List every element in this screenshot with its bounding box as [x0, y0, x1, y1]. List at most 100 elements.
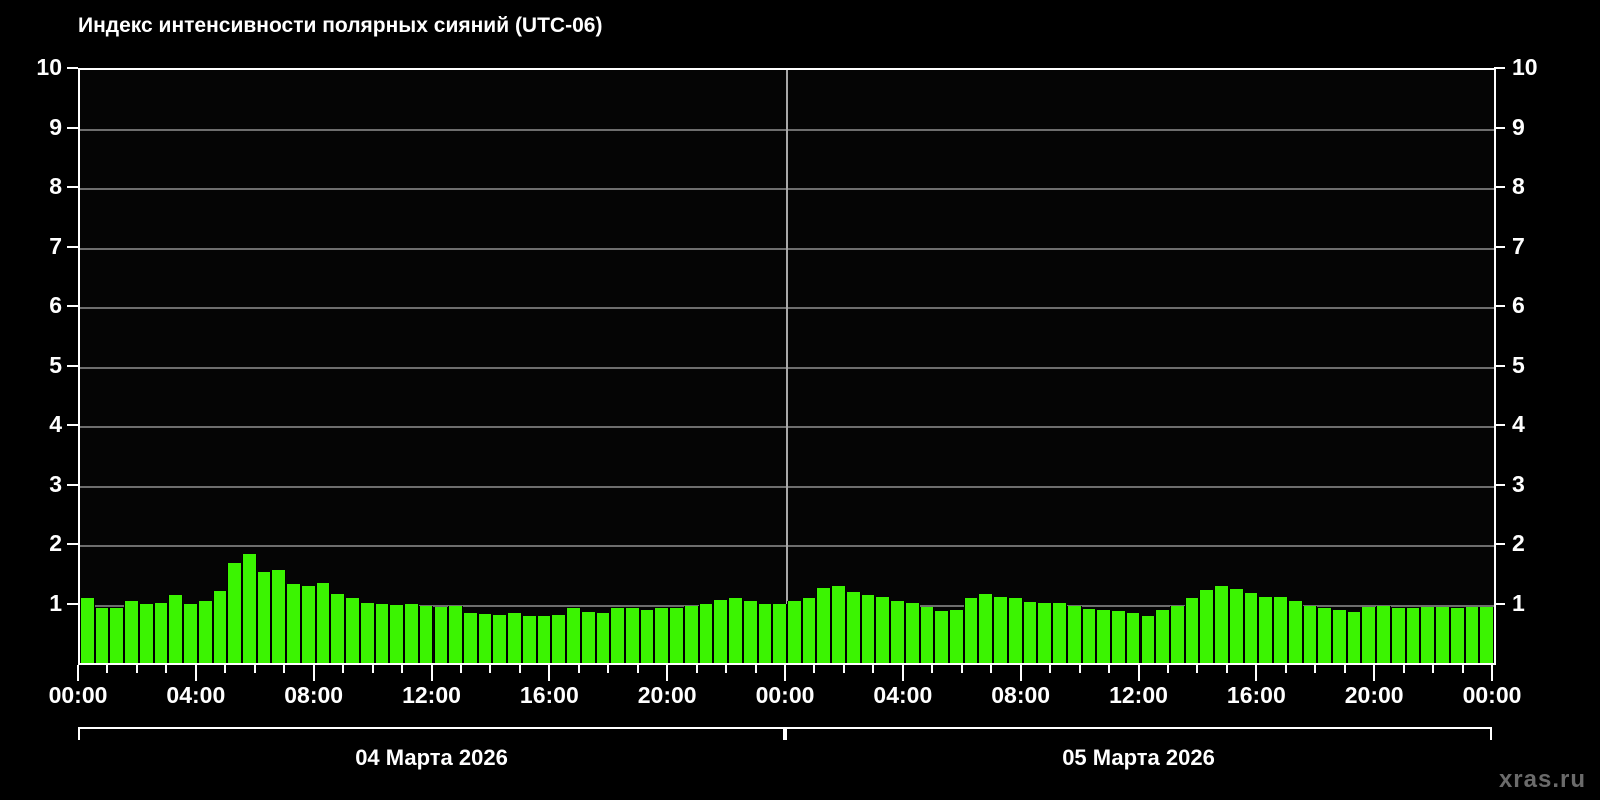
bar	[315, 582, 331, 665]
x-axis-minor-tick	[283, 665, 286, 673]
bar	[1346, 612, 1362, 665]
y-axis-label-left: 6	[49, 292, 62, 318]
y-axis-tick-left	[67, 305, 78, 307]
bar	[183, 603, 198, 665]
y-axis-label-left: 9	[49, 113, 62, 140]
y-axis-label-left: 3	[49, 470, 62, 497]
bar	[713, 599, 729, 665]
y-axis-label-right: 1	[1512, 589, 1525, 616]
x-axis-minor-tick	[518, 665, 521, 673]
bar	[728, 597, 743, 665]
bar	[271, 569, 287, 665]
x-axis-minor-tick	[253, 665, 256, 673]
bar	[1273, 596, 1288, 665]
bar	[919, 607, 935, 665]
x-axis-minor-tick	[607, 665, 610, 673]
x-axis-major-tick	[1255, 665, 1258, 681]
y-axis-tick-right	[1494, 602, 1505, 605]
x-axis-minor-tick	[1166, 665, 1169, 673]
bar	[1258, 597, 1274, 665]
bar	[359, 602, 375, 665]
bar	[831, 585, 846, 665]
bar	[1007, 598, 1023, 665]
plot-area	[78, 68, 1496, 665]
bar	[404, 603, 419, 665]
y-axis-label-right: 4	[1512, 411, 1525, 437]
x-axis-minor-tick	[1078, 665, 1081, 673]
x-axis-minor-tick	[489, 665, 492, 673]
y-axis-tick-left	[67, 543, 78, 545]
x-axis-minor-tick	[725, 665, 728, 673]
x-axis-minor-tick	[577, 665, 580, 673]
bar	[80, 598, 95, 665]
y-axis-tick-left	[67, 126, 78, 129]
y-axis-tick-right	[1494, 126, 1505, 129]
y-axis-tick-right	[1494, 245, 1505, 248]
x-axis-minor-tick	[1461, 665, 1464, 673]
bar	[993, 596, 1008, 665]
bar	[138, 603, 154, 665]
x-axis-baseline	[78, 663, 1494, 665]
y-axis-label-right: 7	[1512, 232, 1525, 259]
bar	[1317, 608, 1332, 665]
bar	[1169, 605, 1185, 665]
x-axis-major-tick	[548, 665, 551, 681]
bar	[109, 607, 125, 665]
y-axis-tick-right	[1494, 424, 1505, 426]
x-axis-minor-tick	[1225, 665, 1228, 673]
bar	[595, 612, 611, 665]
bar	[1199, 590, 1215, 665]
bar	[197, 601, 213, 665]
x-axis-major-tick	[77, 665, 79, 681]
x-axis-minor-tick	[1196, 665, 1199, 673]
x-axis-major-tick	[194, 665, 197, 681]
bar	[566, 607, 581, 665]
bar	[507, 612, 522, 665]
x-axis-minor-tick	[1343, 665, 1346, 673]
bar	[742, 600, 758, 665]
x-axis-minor-tick	[813, 665, 816, 673]
x-axis-minor-tick	[1432, 665, 1435, 673]
bar	[698, 604, 714, 665]
bar	[1140, 615, 1156, 665]
x-axis-label: 16:00	[519, 682, 579, 708]
x-axis-minor-tick	[842, 665, 845, 673]
y-axis-label-left: 8	[49, 173, 62, 199]
x-axis-minor-tick	[1402, 665, 1405, 673]
y-axis-tick-left	[67, 602, 78, 605]
y-axis-label-left: 2	[49, 530, 62, 556]
bar	[1081, 609, 1097, 665]
x-axis-minor-tick	[636, 665, 639, 673]
x-axis-label: 04:00	[166, 682, 226, 708]
bar	[610, 608, 625, 665]
bar	[1022, 601, 1038, 665]
x-axis-label: 12:00	[1109, 682, 1168, 708]
bar	[904, 603, 920, 665]
bar	[1287, 600, 1303, 665]
x-axis-minor-tick	[960, 665, 963, 673]
bar	[1376, 605, 1391, 665]
bar	[1243, 593, 1259, 665]
bar	[551, 615, 567, 665]
x-axis-minor-tick	[1314, 665, 1317, 673]
day-separator	[786, 70, 788, 665]
bar	[978, 594, 994, 665]
x-axis-major-tick	[1019, 665, 1022, 681]
bar	[433, 607, 449, 665]
bar	[330, 593, 346, 665]
bar	[1184, 597, 1200, 665]
bar	[639, 609, 655, 665]
x-axis-minor-tick	[106, 665, 109, 673]
x-axis-label: 00:00	[755, 682, 815, 708]
y-axis-tick-left	[67, 245, 78, 248]
y-axis-tick-right	[1494, 483, 1505, 486]
bar	[1125, 613, 1141, 665]
bar	[1228, 588, 1244, 665]
x-axis-minor-tick	[342, 665, 345, 673]
bar	[521, 616, 537, 665]
x-axis-label: 16:00	[1226, 682, 1286, 708]
bar	[860, 594, 876, 665]
chart-title: Индекс интенсивности полярных сияний (UT…	[78, 14, 603, 37]
bar	[1037, 602, 1053, 665]
bar	[1111, 611, 1126, 665]
